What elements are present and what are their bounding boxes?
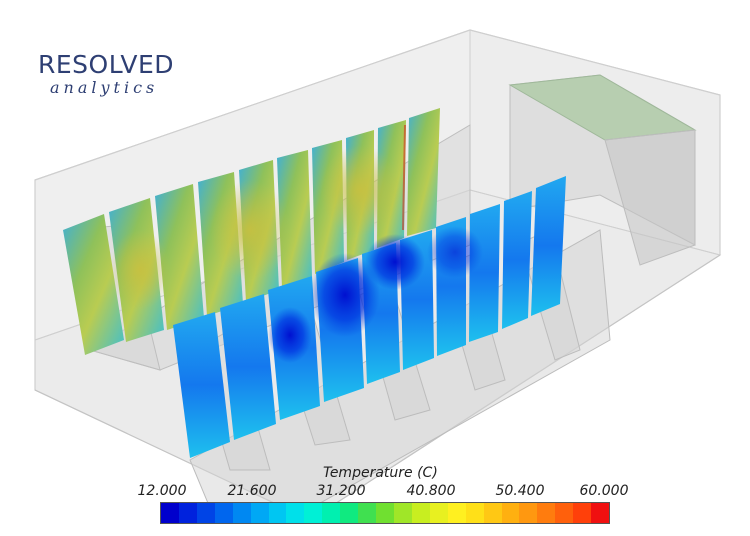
legend-tick: 21.600 — [227, 483, 277, 499]
colorbar-segment — [376, 503, 394, 523]
hot-aisle-slices — [63, 108, 440, 355]
legend-tick: 50.400 — [495, 483, 545, 499]
colorbar-segment — [393, 503, 412, 523]
colorbar-segment — [447, 503, 466, 523]
hot-slice — [63, 214, 124, 355]
colorbar-segment — [411, 503, 430, 523]
colorbar-segment — [465, 503, 484, 523]
cool-slice — [220, 294, 276, 440]
legend-tick: 12.000 — [137, 483, 187, 499]
colorbar-segment — [196, 503, 215, 523]
legend-tick: 60.000 — [579, 483, 629, 499]
colorbar-segment — [537, 503, 556, 523]
colorbar-segment — [268, 503, 287, 523]
hot-slice — [407, 108, 440, 236]
colorbar-segment — [322, 503, 341, 523]
cool-aisle-slices — [173, 176, 566, 458]
cool-slice — [469, 204, 500, 342]
logo-sub-text: analytics — [50, 78, 159, 97]
legend-tick: 40.800 — [406, 483, 456, 499]
colorbar-segment — [429, 503, 448, 523]
cool-slice — [531, 176, 566, 316]
colorbar-segment — [232, 503, 251, 523]
legend-title: Temperature (C) — [323, 465, 438, 481]
colorbar-segment — [286, 503, 305, 523]
legend-tick: 31.200 — [316, 483, 366, 499]
hot-slice — [277, 150, 312, 288]
colorbar-segment — [161, 503, 179, 523]
resolved-analytics-logo: RESOLVED analytics — [38, 50, 178, 100]
hot-slice — [155, 184, 204, 330]
colorbar-segment — [358, 503, 377, 523]
colorbar-segment — [519, 503, 538, 523]
colorbar-segment — [340, 503, 359, 523]
crac-unit — [508, 74, 697, 266]
colorbar-segment — [178, 503, 197, 523]
colorbar-segment — [214, 503, 233, 523]
cool-slice — [173, 312, 230, 458]
temperature-colorbar — [160, 502, 610, 524]
colorbar-segment — [573, 503, 592, 523]
colorbar-segment — [501, 503, 520, 523]
colorbar-segment — [483, 503, 502, 523]
colorbar-segment — [304, 503, 323, 523]
colorbar-segment — [591, 503, 610, 523]
colorbar-segment — [250, 503, 269, 523]
colorbar-segment — [555, 503, 574, 523]
logo-main-text: RESOLVED — [38, 50, 175, 79]
cool-slice — [502, 191, 532, 329]
